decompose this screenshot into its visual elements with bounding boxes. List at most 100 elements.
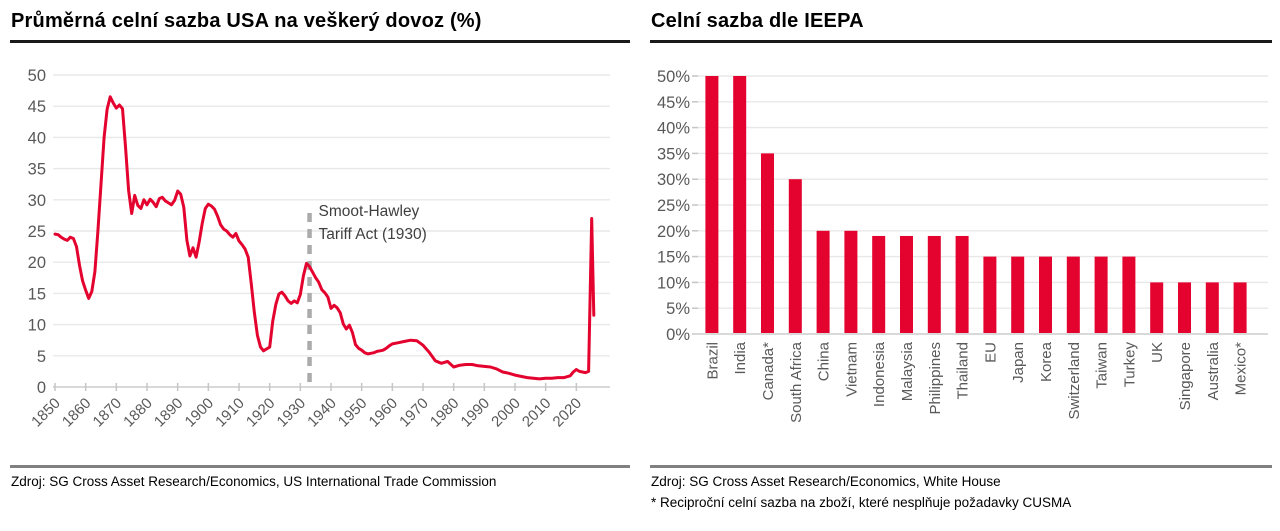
- bar: [761, 153, 774, 334]
- bar: [705, 76, 719, 334]
- y-axis-label: 40%: [657, 120, 690, 138]
- y-axis-label: 0%: [666, 326, 690, 344]
- x-axis-label: 1930: [274, 395, 310, 431]
- y-axis-label: 5%: [666, 300, 690, 318]
- y-axis-label: 30%: [657, 171, 690, 189]
- x-axis-label-group: 2010: [519, 395, 555, 431]
- y-axis-label: 20: [28, 254, 46, 272]
- bar-label: Australia: [1205, 341, 1222, 400]
- bar-label: Thailand: [955, 342, 972, 400]
- bar-label: Singapore: [1177, 342, 1194, 410]
- x-axis-label: 1960: [366, 395, 402, 431]
- bar-label-group: Switzerland: [1066, 342, 1083, 420]
- annotation-label: Tariff Act (1930): [319, 226, 427, 243]
- y-axis-label: 20%: [657, 223, 690, 241]
- bar-label: Taiwan: [1094, 342, 1111, 389]
- left-source-text: Zdroj: SG Cross Asset Research/Economics…: [11, 474, 497, 489]
- bar: [983, 256, 997, 334]
- x-axis-label: 1870: [90, 395, 126, 431]
- ieepa-bar-chart: 0% 5% 10% 15% 20% 25% 30% 35% 40% 45% 50% Brazil Ind…: [657, 68, 1268, 423]
- bar-label-group: India: [732, 341, 749, 374]
- bar-label: Switzerland: [1066, 342, 1083, 420]
- x-axis-label-group: 1980: [427, 395, 463, 431]
- x-axis-label: 1970: [396, 395, 432, 431]
- y-axis-label: 0: [37, 379, 46, 397]
- bar-label: Turkey: [1121, 342, 1138, 388]
- bar-label: India: [732, 341, 749, 374]
- x-axis-label-group: 1940: [304, 395, 340, 431]
- x-axis-label: 2020: [550, 395, 586, 431]
- bar-label: EU: [982, 342, 999, 363]
- us-tariff-line-chart: 0 5 10 15 20 25 30 35 40 45 50 18501860187018801890…: [28, 67, 610, 431]
- x-axis-label-group: 1890: [151, 395, 187, 431]
- x-axis-label: 1950: [335, 395, 371, 431]
- bar-label-group: Turkey: [1121, 342, 1138, 388]
- bar-label: Philippines: [927, 342, 944, 415]
- y-axis-label: 35: [28, 161, 46, 179]
- y-axis-label: 30: [28, 192, 46, 210]
- left-title-underline: [10, 40, 630, 43]
- bar-label: UK: [1149, 342, 1166, 363]
- bar-label-group: Canada*: [760, 342, 777, 401]
- right-source-text: Zdroj: SG Cross Asset Research/Economics…: [651, 474, 1001, 489]
- bar: [733, 76, 747, 334]
- bar: [872, 235, 886, 334]
- bar-label-group: Korea: [1038, 341, 1055, 382]
- x-axis-label-group: 1910: [212, 395, 248, 431]
- y-axis-label: 50: [28, 67, 46, 85]
- y-axis-label: 25%: [657, 197, 690, 215]
- bar-label-group: Taiwan: [1094, 342, 1111, 389]
- x-axis-label-group: 2020: [550, 395, 586, 431]
- bar-label: Mexico*: [1233, 342, 1250, 396]
- left-chart-title: Průměrná celní sazba USA na veškerý dovo…: [11, 10, 482, 32]
- x-axis-label: 1910: [212, 395, 248, 431]
- bar: [1066, 256, 1080, 334]
- x-axis-label-group: 1930: [274, 395, 310, 431]
- bar-label: Japan: [1010, 342, 1027, 383]
- x-axis-label-group: 1990: [458, 395, 494, 431]
- bar: [844, 230, 858, 334]
- bar-label-group: Vietnam: [843, 342, 860, 397]
- x-axis-label-group: 2000: [488, 395, 524, 431]
- x-axis-label-group: 1860: [59, 395, 95, 431]
- bar-label-group: South Africa: [788, 341, 805, 423]
- right-footnote-text: * Reciproční celní sazba na zboží, které…: [651, 494, 1072, 510]
- x-axis-label: 2010: [519, 395, 555, 431]
- y-axis-label: 45: [28, 98, 46, 116]
- x-axis-label: 1860: [59, 395, 95, 431]
- bar: [1205, 282, 1219, 334]
- bar-label: Korea: [1038, 341, 1055, 382]
- y-axis-label: 50%: [657, 68, 690, 86]
- tariff-line: [53, 95, 596, 381]
- bar: [1178, 282, 1191, 334]
- bar-label-group: Brazil: [704, 342, 721, 380]
- x-axis-label-group: 1850: [28, 395, 64, 431]
- bar: [927, 235, 941, 334]
- bar-label: South Africa: [788, 341, 805, 423]
- left-source-divider: [10, 465, 630, 468]
- x-axis-label-group: 1870: [90, 395, 126, 431]
- bar: [1011, 256, 1025, 334]
- x-axis-label: 1920: [243, 395, 279, 431]
- bar-label-group: EU: [982, 342, 999, 363]
- bar: [788, 179, 802, 334]
- bar-label-group: Philippines: [927, 342, 944, 415]
- x-axis-label-group: 1900: [182, 395, 218, 431]
- bar-label: Canada*: [760, 342, 777, 401]
- bar: [816, 230, 830, 334]
- bar-label: Brazil: [704, 342, 721, 380]
- bar-label-group: Indonesia: [871, 341, 888, 407]
- y-axis-label: 45%: [657, 94, 690, 112]
- bar-label: Indonesia: [871, 341, 888, 407]
- bar: [1094, 256, 1108, 334]
- x-axis-label: 1980: [427, 395, 463, 431]
- bar-label-group: Singapore: [1177, 342, 1194, 410]
- bar-label-group: Malaysia: [899, 341, 916, 401]
- bar: [1150, 282, 1164, 334]
- y-axis-label: 35%: [657, 145, 690, 163]
- y-axis-label: 5: [37, 348, 46, 366]
- bar-label-group: UK: [1149, 342, 1166, 363]
- y-axis-label: 10%: [657, 274, 690, 292]
- bar-label-group: Mexico*: [1233, 342, 1250, 396]
- x-axis-label-group: 1950: [335, 395, 371, 431]
